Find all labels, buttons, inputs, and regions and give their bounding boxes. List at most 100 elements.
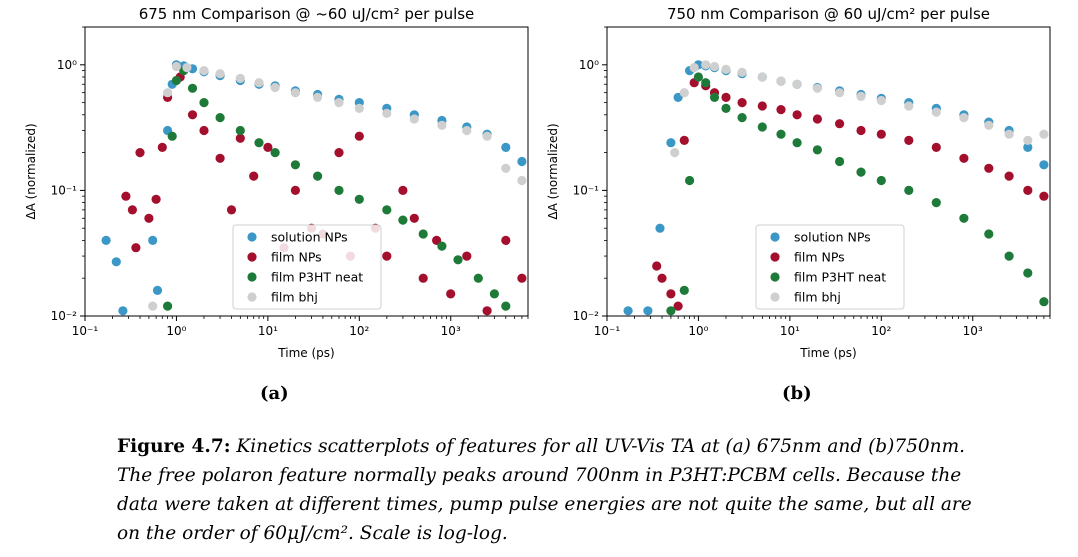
data-point-film-p3ht-neat (163, 301, 173, 311)
legend-entry-label: film P3HT neat (271, 270, 363, 285)
data-point-film-bhj (171, 61, 181, 72)
data-point-film-p3ht-neat (453, 255, 463, 265)
data-point-film-p3ht-neat (856, 167, 866, 177)
data-point-film-p3ht-neat (812, 145, 823, 155)
chart-title: 750 nm Comparison @ 60 uJ/cm² per pulse (667, 5, 990, 23)
data-point-film-nps (501, 235, 511, 245)
data-point-solution-nps (655, 223, 665, 233)
legend: solution NPs film NPs film P3HT neat film b… (755, 224, 905, 310)
data-point-film-p3ht-neat (354, 194, 364, 204)
data-point-solution-nps (152, 285, 163, 295)
plot-points (623, 60, 1049, 316)
data-point-film-nps (721, 92, 731, 102)
data-point-film-bhj (701, 60, 711, 70)
y-axis-label: ΔA (normalized) (546, 123, 560, 219)
legend-box (232, 224, 382, 310)
legend-entry-label: film NPs (794, 250, 845, 265)
legend-marker (770, 272, 780, 282)
data-point-film-bhj (776, 76, 786, 86)
subfigure-label-b: (b) (782, 383, 812, 404)
legend-entry-label: solution NPs (794, 230, 871, 245)
legend-marker (247, 232, 257, 242)
data-point-film-bhj (792, 79, 802, 89)
data-point-film-nps (121, 191, 131, 201)
legend-entry-label: film bhj (271, 290, 318, 305)
data-point-film-nps (462, 251, 472, 261)
x-tick-label: 10³ (441, 324, 461, 338)
data-point-film-p3ht-neat (931, 198, 941, 208)
data-point-film-nps (657, 273, 667, 283)
data-point-film-nps (354, 131, 364, 141)
data-point-film-p3ht-neat (270, 148, 280, 158)
data-point-film-nps (517, 273, 527, 283)
data-point-film-nps (856, 125, 866, 136)
data-point-film-bhj (163, 88, 173, 98)
data-point-film-bhj (462, 125, 472, 136)
data-point-film-nps (959, 153, 969, 163)
data-point-film-bhj (856, 91, 866, 101)
data-point-film-p3ht-neat (313, 171, 323, 181)
data-point-film-bhj (354, 103, 364, 113)
data-point-solution-nps (101, 235, 111, 245)
data-point-film-p3ht-neat (187, 83, 198, 93)
x-axis-label: Time (ps) (799, 346, 856, 360)
y-tick-label: 10⁻¹ (573, 183, 600, 197)
data-point-film-p3ht-neat (1023, 268, 1033, 278)
data-point-film-p3ht-neat (398, 215, 408, 225)
data-point-film-nps (673, 301, 683, 311)
data-point-film-bhj (812, 83, 823, 93)
data-point-film-bhj (270, 82, 280, 93)
data-point-film-bhj (737, 67, 747, 77)
x-tick-label: 10⁻¹ (594, 324, 621, 338)
data-point-film-bhj (709, 61, 720, 72)
data-point-film-p3ht-neat (334, 185, 344, 195)
data-point-solution-nps (148, 235, 158, 245)
legend-marker (247, 272, 257, 282)
chart-title: 675 nm Comparison @ ~60 uJ/cm² per pulse (139, 5, 475, 23)
data-point-film-p3ht-neat (290, 160, 300, 170)
data-point-film-p3ht-neat (904, 185, 914, 195)
x-tick-label: 10² (349, 324, 369, 338)
data-point-film-nps (446, 289, 456, 299)
data-point-film-nps (199, 125, 209, 136)
data-point-film-nps (249, 171, 259, 181)
data-point-film-p3ht-neat (235, 125, 245, 136)
legend-marker (247, 292, 257, 302)
data-point-solution-nps (666, 138, 676, 148)
data-point-film-bhj (931, 107, 941, 117)
legend-box (755, 224, 905, 310)
data-point-film-p3ht-neat (418, 229, 428, 239)
data-point-film-bhj (182, 63, 192, 73)
data-point-film-nps (904, 135, 914, 145)
y-tick-label: 10⁰ (57, 58, 77, 72)
data-point-solution-nps (111, 257, 121, 267)
data-point-film-nps (235, 133, 245, 143)
data-point-film-bhj (1023, 135, 1033, 145)
data-point-film-bhj (313, 92, 323, 102)
data-point-film-nps (157, 142, 167, 152)
data-point-solution-nps (118, 306, 128, 316)
data-point-film-bhj (517, 175, 527, 186)
data-point-film-bhj (199, 66, 209, 76)
data-point-film-bhj (904, 101, 914, 111)
legend-marker (247, 252, 257, 262)
y-tick-label: 10⁻² (51, 309, 78, 323)
data-point-film-p3ht-neat (776, 129, 786, 139)
data-point-film-p3ht-neat (757, 122, 767, 132)
data-point-film-bhj (254, 78, 264, 88)
data-point-film-p3ht-neat (501, 301, 511, 311)
data-point-film-p3ht-neat (489, 289, 499, 299)
data-point-film-nps (263, 142, 273, 152)
data-point-film-bhj (501, 163, 511, 173)
data-point-film-nps (482, 306, 492, 316)
data-point-film-nps (144, 213, 154, 223)
data-point-film-p3ht-neat (876, 175, 886, 186)
data-point-film-nps (398, 185, 408, 195)
data-point-film-nps (382, 251, 392, 261)
y-tick-label: 10⁻¹ (51, 183, 78, 197)
data-point-film-bhj (290, 88, 300, 98)
data-point-film-nps (1023, 185, 1033, 195)
data-point-film-nps (666, 289, 676, 299)
data-point-solution-nps (501, 142, 511, 152)
data-point-film-p3ht-neat (1039, 297, 1049, 307)
